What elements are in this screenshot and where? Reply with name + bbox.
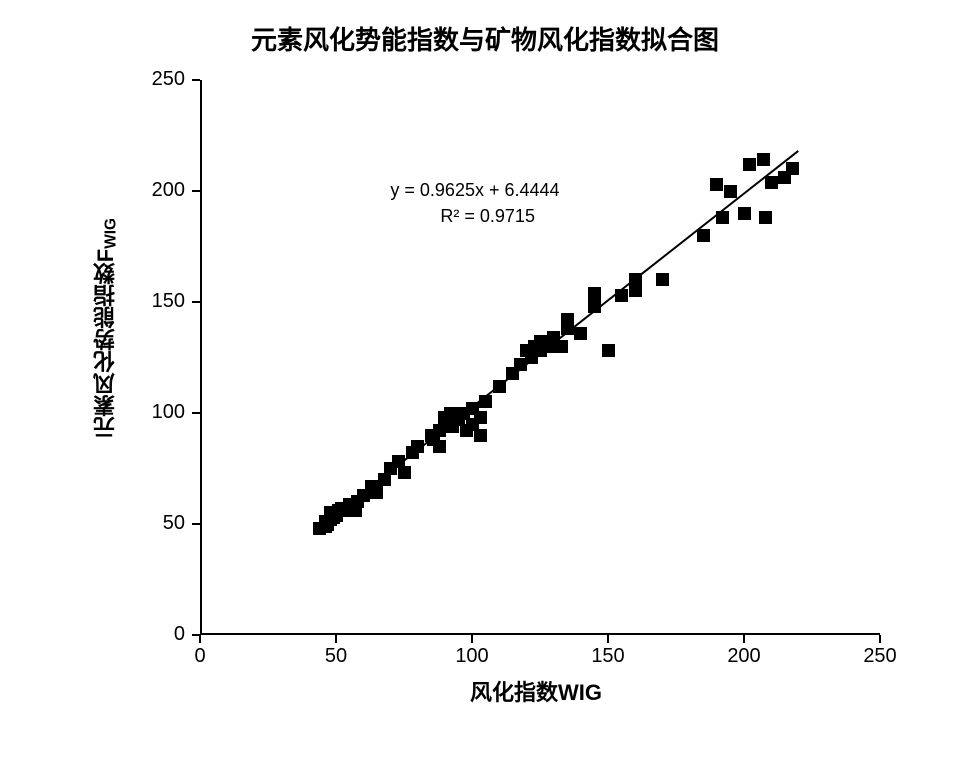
y-tick-label: 200	[140, 179, 185, 202]
x-tick-mark	[335, 635, 337, 643]
y-tick-label: 50	[140, 512, 185, 535]
chart-title: 元素风化势能指数与矿物风化指数拟合图	[251, 20, 719, 57]
data-point	[759, 211, 772, 224]
data-point	[697, 229, 710, 242]
y-axis-label-sub: WIG	[102, 218, 119, 249]
data-point	[786, 162, 799, 175]
data-point	[710, 178, 723, 191]
y-tick-mark	[192, 190, 200, 192]
data-point	[743, 158, 756, 171]
data-point	[656, 273, 669, 286]
x-tick-mark	[743, 635, 745, 643]
y-axis-label: 元素风化势能指数FWIG	[90, 218, 122, 438]
data-point	[765, 176, 778, 189]
x-tick-label: 0	[175, 645, 225, 668]
x-tick-label: 150	[583, 645, 633, 668]
y-tick-mark	[192, 79, 200, 81]
x-tick-label: 100	[447, 645, 497, 668]
data-point	[724, 185, 737, 198]
y-tick-label: 0	[140, 623, 185, 646]
x-axis-label: 风化指数WIG	[470, 675, 602, 707]
regression-equation: y = 0.9625x + 6.4444	[390, 180, 559, 201]
data-point	[561, 313, 574, 326]
y-tick-mark	[192, 301, 200, 303]
y-tick-label: 250	[140, 68, 185, 91]
data-point	[474, 429, 487, 442]
data-point	[738, 207, 751, 220]
chart-container: 元素风化势能指数与矿物风化指数拟合图 元素风化势能指数FWIG 风化指数WIG …	[60, 20, 910, 740]
x-tick-mark	[879, 635, 881, 643]
y-tick-label: 150	[140, 290, 185, 313]
data-point	[629, 284, 642, 297]
plot-area	[200, 80, 880, 635]
data-point	[370, 486, 383, 499]
data-point	[474, 411, 487, 424]
data-point	[574, 327, 587, 340]
x-tick-label: 200	[719, 645, 769, 668]
data-point	[602, 344, 615, 357]
data-point	[433, 440, 446, 453]
x-tick-label: 50	[311, 645, 361, 668]
y-tick-mark	[192, 523, 200, 525]
y-tick-mark	[192, 412, 200, 414]
y-axis-label-text: 元素风化势能指数F	[93, 248, 118, 437]
x-tick-mark	[199, 635, 201, 643]
x-tick-mark	[607, 635, 609, 643]
r-squared-value: R² = 0.9715	[440, 206, 535, 227]
data-point	[398, 466, 411, 479]
x-tick-label: 250	[855, 645, 905, 668]
data-point	[588, 287, 601, 300]
data-point	[555, 340, 568, 353]
data-point	[757, 153, 770, 166]
x-tick-mark	[471, 635, 473, 643]
y-tick-label: 100	[140, 401, 185, 424]
